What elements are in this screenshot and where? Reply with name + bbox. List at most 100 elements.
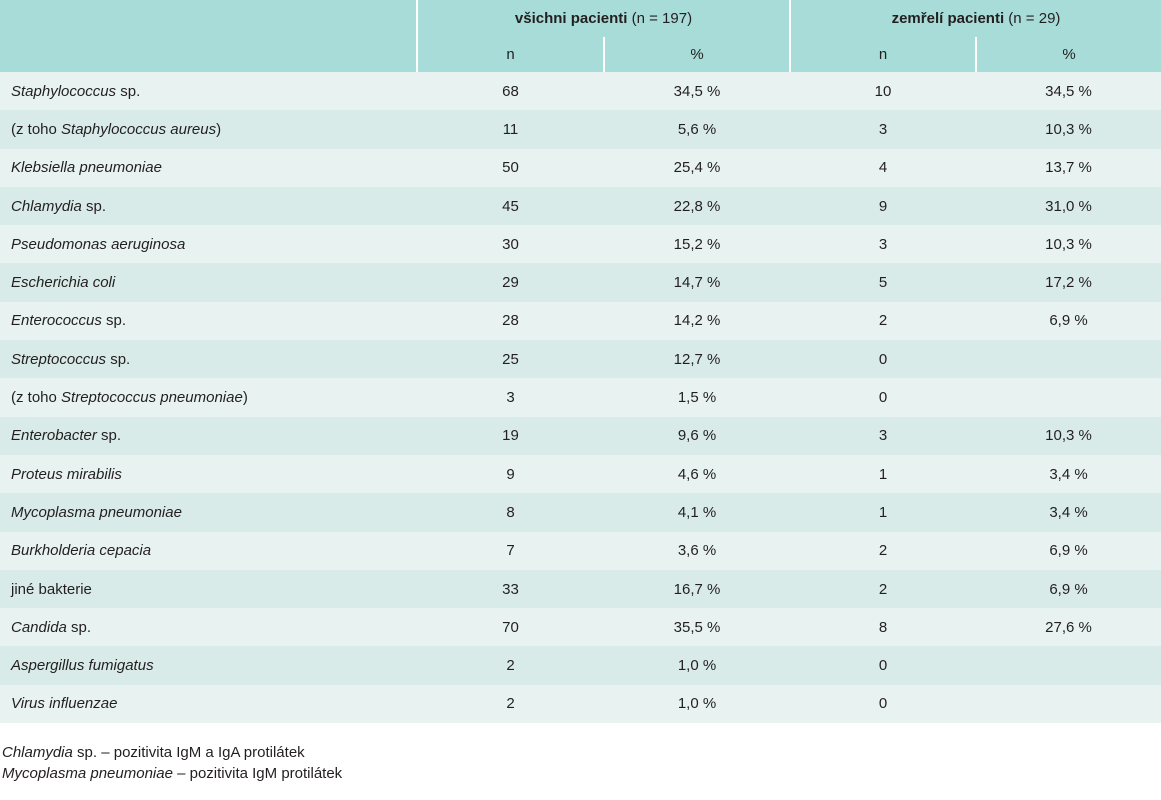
footnote: Mycoplasma pneumoniae – pozitivita IgM p… xyxy=(2,763,342,784)
deceased-percent-cell: 31,0 % xyxy=(1045,197,1092,215)
all-patients-count-cell: 30 xyxy=(502,235,519,253)
table-row: Streptococcus sp. 25 12,7 % 0 xyxy=(0,340,1161,379)
organism-name: Streptococcus pneumoniae xyxy=(61,389,243,407)
deceased-count-cell: 9 xyxy=(878,197,888,215)
all-patients-count-cell: 29 xyxy=(502,274,519,292)
all-patients-count-cell: 2 xyxy=(506,657,515,675)
deceased-percent-cell: 34,5 % xyxy=(1045,82,1092,100)
deceased-count-cell: 4 xyxy=(878,159,888,177)
table-row: Klebsiella pneumoniae 50 25,4 % 4 13,7 % xyxy=(0,148,1161,187)
deceased-count-cell: 5 xyxy=(878,274,888,292)
deceased-count-cell: 10 xyxy=(874,82,892,100)
organism-name: Staphylococcus xyxy=(11,82,117,100)
group-label: zemřelí pacienti xyxy=(891,10,1005,27)
organism-prefix: jiné bakterie xyxy=(11,580,92,598)
deceased-percent-cell: 3,4 % xyxy=(1049,503,1088,521)
organism-name: Mycoplasma pneumoniae xyxy=(11,503,182,521)
organism-suffix: sp. xyxy=(101,312,127,330)
organism-name: Virus influenzae xyxy=(11,695,118,713)
deceased-count-cell: 1 xyxy=(878,465,888,483)
table-row: (z toho Staphylococcus aureus) 11 5,6 % 3 10… xyxy=(0,110,1161,149)
deceased-count-cell: 2 xyxy=(878,542,888,560)
organism-name-cell: Aspergillus fumigatus xyxy=(0,646,417,684)
deceased-count-cell: 3 xyxy=(878,427,888,445)
unit-header-n: n xyxy=(789,37,976,72)
deceased-percent-cell: 6,9 % xyxy=(1049,542,1088,560)
deceased-count-cell: 2 xyxy=(878,580,888,598)
deceased-count-cell: 3 xyxy=(878,235,888,253)
table-body: Staphylococcus sp. 68 34,5 % 10 34,5 % (z toh… xyxy=(0,72,1161,724)
all-patients-percent-cell: 1,5 % xyxy=(677,389,717,407)
deceased-percent-cell: 27,6 % xyxy=(1045,618,1092,636)
deceased-count-cell: 3 xyxy=(878,120,888,138)
all-patients-count-cell: 8 xyxy=(506,503,515,521)
organism-prefix: (z toho xyxy=(11,389,62,407)
all-patients-percent-cell: 3,6 % xyxy=(677,542,717,560)
organism-name-cell: Mycoplasma pneumoniae xyxy=(0,493,417,531)
unit-header-n: n xyxy=(416,37,604,72)
organism-name: Staphylococcus aureus xyxy=(61,120,217,138)
organism-name: Chlamydia xyxy=(11,197,82,215)
deceased-percent-cell xyxy=(976,646,1161,684)
unit-header-percent: % xyxy=(603,37,790,72)
table-row: Virus influenzae 2 1,0 % 0 xyxy=(0,684,1161,724)
empty-header-cell xyxy=(0,37,417,72)
deceased-count-cell: 8 xyxy=(878,618,888,636)
organism-suffix: ) xyxy=(216,120,222,138)
all-patients-count-cell: 19 xyxy=(502,427,519,445)
organism-name-cell: Candida sp. xyxy=(0,608,417,646)
all-patients-count-cell: 45 xyxy=(502,197,519,215)
all-patients-percent-cell: 4,6 % xyxy=(677,465,717,483)
organism-name-cell: Proteus mirabilis xyxy=(0,455,417,493)
group-header-all-patients: všichni pacienti (n = 197) xyxy=(416,0,790,37)
all-patients-percent-cell: 1,0 % xyxy=(677,695,717,713)
unit-header-percent: % xyxy=(975,37,1161,72)
empty-header-cell xyxy=(0,0,417,37)
organism-suffix: sp. xyxy=(81,197,107,215)
deceased-percent-cell: 6,9 % xyxy=(1049,580,1088,598)
deceased-percent-cell: 6,9 % xyxy=(1049,312,1088,330)
deceased-count-cell: 0 xyxy=(878,657,888,675)
all-patients-count-cell: 9 xyxy=(506,465,515,483)
deceased-percent-cell: 10,3 % xyxy=(1045,235,1092,253)
organism-name-cell: Streptococcus sp. xyxy=(0,340,417,378)
group-header-row: všichni pacienti (n = 197) zemřelí pacie… xyxy=(0,0,1161,37)
deceased-percent-cell: 10,3 % xyxy=(1045,427,1092,445)
table-row: Escherichia coli 29 14,7 % 5 17,2 % xyxy=(0,263,1161,302)
all-patients-percent-cell: 22,8 % xyxy=(673,197,721,215)
footnote: Chlamydia sp. – pozitivita IgM a IgA pro… xyxy=(2,742,342,763)
organism-name: Enterococcus xyxy=(11,312,102,330)
table-row: Aspergillus fumigatus 2 1,0 % 0 xyxy=(0,646,1161,685)
footnote-text: – pozitivita IgM protilátek xyxy=(172,765,343,782)
organism-name-cell: (z toho Staphylococcus aureus) xyxy=(0,110,417,148)
all-patients-percent-cell: 12,7 % xyxy=(673,350,721,368)
all-patients-count-cell: 70 xyxy=(502,618,519,636)
deceased-percent-cell xyxy=(976,340,1161,378)
organism-suffix: sp. xyxy=(96,427,122,445)
table-row: Pseudomonas aeruginosa 30 15,2 % 3 10,3 % xyxy=(0,225,1161,264)
all-patients-count-cell: 3 xyxy=(506,389,515,407)
organism-name: Streptococcus xyxy=(11,350,107,368)
footnotes: Chlamydia sp. – pozitivita IgM a IgA pro… xyxy=(2,742,342,784)
all-patients-percent-cell: 9,6 % xyxy=(677,427,717,445)
organism-name: Escherichia coli xyxy=(11,274,116,292)
table-row: Chlamydia sp. 45 22,8 % 9 31,0 % xyxy=(0,186,1161,226)
footnote-text: sp. – pozitivita IgM a IgA protilátek xyxy=(72,744,305,761)
all-patients-count-cell: 33 xyxy=(502,580,519,598)
deceased-percent-cell: 3,4 % xyxy=(1049,465,1088,483)
organism-suffix: sp. xyxy=(116,82,141,100)
deceased-percent-cell xyxy=(976,378,1161,416)
all-patients-percent-cell: 5,6 % xyxy=(677,120,717,138)
all-patients-percent-cell: 14,2 % xyxy=(673,312,721,330)
table-row: (z toho Streptococcus pneumoniae) 3 1,5 % 0 xyxy=(0,378,1161,417)
organism-name: Aspergillus fumigatus xyxy=(11,657,154,675)
organism-name: Enterobacter xyxy=(11,427,97,445)
organism-suffix: sp. xyxy=(66,618,92,636)
deceased-count-cell: 1 xyxy=(878,503,888,521)
footnote-organism: Chlamydia xyxy=(2,744,73,761)
organism-name: Klebsiella pneumoniae xyxy=(11,159,162,177)
organism-name-cell: jiné bakterie xyxy=(0,570,417,608)
table-row: Enterococcus sp. 28 14,2 % 2 6,9 % xyxy=(0,301,1161,341)
table-row: Staphylococcus sp. 68 34,5 % 10 34,5 % xyxy=(0,72,1161,111)
